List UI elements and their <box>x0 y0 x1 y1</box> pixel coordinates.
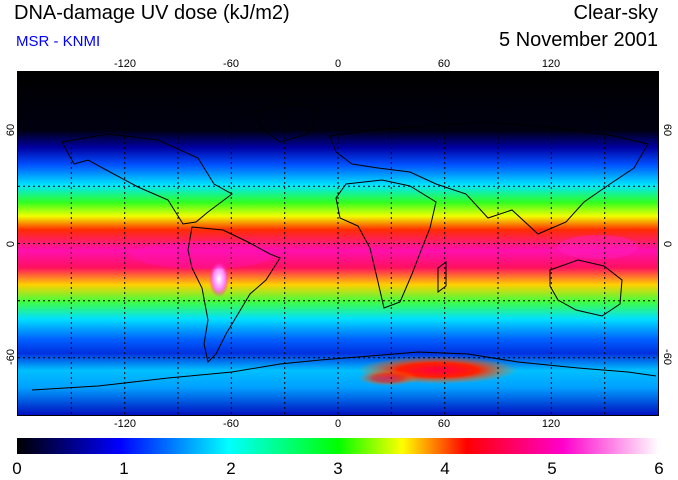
andes-hotspot <box>209 261 229 297</box>
australia-coast <box>549 259 623 317</box>
madagascar-coast <box>437 261 447 293</box>
colorbar-tick: 4 <box>440 459 449 478</box>
left-lat-label: 0 <box>5 241 17 247</box>
left-lat-label: -60 <box>5 349 17 365</box>
coastlines <box>31 101 657 391</box>
graticule <box>18 72 658 415</box>
south-america-coast <box>187 226 281 363</box>
date-label: 5 November 2001 <box>499 29 658 51</box>
north-america-coast <box>61 133 233 225</box>
map-title: DNA-damage UV dose (kJ/m2) <box>14 2 290 24</box>
top-lon-label: -60 <box>223 58 239 70</box>
map-canvas <box>18 72 658 415</box>
sky-condition-label: Clear-sky <box>573 2 658 24</box>
tropical-peak-south-america <box>133 241 273 269</box>
bottom-lon-label: -120 <box>114 418 136 430</box>
colorbar-tick: 1 <box>119 459 128 478</box>
colorbar: 0 1 2 3 4 5 6 <box>12 438 664 478</box>
colorbar-tick: 0 <box>12 459 21 478</box>
right-lat-label: -60 <box>661 349 673 365</box>
top-lon-label: 0 <box>335 58 341 70</box>
right-lat-label: 60 <box>661 124 673 136</box>
colorbar-tick: 5 <box>547 459 556 478</box>
tropical-peak-pacific <box>558 235 638 259</box>
source-label: MSR - KNMI <box>16 33 101 50</box>
uv-dose-map <box>17 71 659 416</box>
top-lon-label: 60 <box>438 58 450 70</box>
colorbar-gradient <box>17 438 659 454</box>
bottom-lon-label: -60 <box>223 418 239 430</box>
greenland-coast <box>253 101 321 143</box>
bottom-lon-label: 60 <box>438 418 450 430</box>
colorbar-tick: 2 <box>226 459 235 478</box>
bottom-lon-label: 0 <box>335 418 341 430</box>
right-lat-label: 0 <box>661 241 673 247</box>
top-lon-label: -120 <box>114 58 136 70</box>
africa-coast <box>335 179 437 309</box>
colorbar-tick: 6 <box>654 459 663 478</box>
antarctica-coast <box>31 351 657 391</box>
left-lat-label: 60 <box>5 124 17 136</box>
antarctic-hotspot-west <box>358 370 418 386</box>
bottom-lon-label: 120 <box>542 418 560 430</box>
top-lon-label: 120 <box>542 58 560 70</box>
colorbar-tick: 3 <box>333 459 342 478</box>
eurasia-coast <box>329 121 649 235</box>
